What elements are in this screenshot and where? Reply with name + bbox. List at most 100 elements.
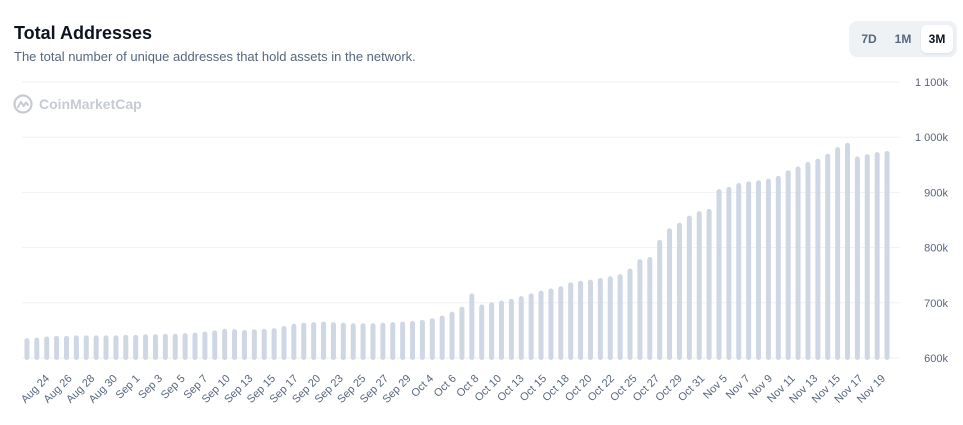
bar[interactable] <box>350 323 356 360</box>
bar[interactable] <box>568 282 574 360</box>
bar[interactable] <box>261 328 267 360</box>
bar-series <box>24 142 890 360</box>
bar[interactable] <box>410 321 416 360</box>
bar[interactable] <box>192 332 198 360</box>
bar[interactable] <box>311 322 317 360</box>
watermark-text: CoinMarketCap <box>39 96 142 112</box>
bar[interactable] <box>854 156 860 360</box>
bar[interactable] <box>825 153 831 360</box>
bar[interactable] <box>143 334 149 360</box>
bar[interactable] <box>103 335 109 360</box>
bar[interactable] <box>340 322 346 360</box>
bar[interactable] <box>835 147 841 360</box>
bar[interactable] <box>271 328 277 360</box>
bar[interactable] <box>400 321 406 360</box>
bar[interactable] <box>222 328 228 360</box>
bar[interactable] <box>706 208 712 360</box>
bar[interactable] <box>548 288 554 360</box>
bar[interactable] <box>162 333 168 360</box>
bar[interactable] <box>113 335 119 360</box>
coinmarketcap-logo-icon <box>13 94 33 114</box>
bar[interactable] <box>864 154 870 360</box>
bar[interactable] <box>469 293 475 360</box>
bar[interactable] <box>281 325 287 360</box>
coinmarketcap-watermark: CoinMarketCap <box>13 93 142 115</box>
range-1m-button[interactable]: 1M <box>894 32 912 46</box>
bar[interactable] <box>637 259 643 360</box>
bar[interactable] <box>627 268 633 360</box>
bar[interactable] <box>489 302 495 360</box>
bar[interactable] <box>686 215 692 360</box>
bar[interactable] <box>172 333 178 360</box>
y-tick-label: 1 100k <box>915 77 949 89</box>
bar[interactable] <box>647 256 653 360</box>
bar[interactable] <box>330 322 336 360</box>
bar[interactable] <box>479 304 485 360</box>
bar[interactable] <box>449 311 455 360</box>
bar[interactable] <box>607 276 613 360</box>
bar[interactable] <box>54 335 60 360</box>
bar[interactable] <box>291 323 297 360</box>
bar[interactable] <box>528 293 534 360</box>
bar[interactable] <box>83 335 89 360</box>
bar[interactable] <box>676 222 682 360</box>
time-range-toggle: 7D 1M 3M <box>849 21 957 57</box>
bar[interactable] <box>597 277 603 360</box>
bar[interactable] <box>24 338 30 360</box>
bar[interactable] <box>360 323 366 360</box>
bar[interactable] <box>736 183 742 360</box>
bar[interactable] <box>301 322 307 360</box>
bar[interactable] <box>508 298 514 360</box>
bar[interactable] <box>667 228 673 360</box>
bar[interactable] <box>518 296 524 360</box>
bar[interactable] <box>321 321 327 360</box>
bar[interactable] <box>459 306 465 360</box>
bar[interactable] <box>558 286 564 360</box>
bar[interactable] <box>63 335 69 360</box>
bar[interactable] <box>775 175 781 360</box>
bar[interactable] <box>152 334 158 360</box>
bar[interactable] <box>370 323 376 360</box>
range-3m-button[interactable]: 3M <box>921 25 953 53</box>
bar[interactable] <box>241 329 247 360</box>
bar[interactable] <box>390 322 396 360</box>
bar[interactable] <box>232 329 238 360</box>
bar[interactable] <box>845 142 851 360</box>
bar[interactable] <box>133 334 139 360</box>
bar[interactable] <box>756 180 762 360</box>
bar[interactable] <box>657 239 663 360</box>
bar[interactable] <box>587 279 593 360</box>
bar[interactable] <box>874 152 880 360</box>
bar[interactable] <box>251 329 257 360</box>
x-tick-label: Nov 7 <box>724 373 753 402</box>
bar[interactable] <box>617 274 623 360</box>
bar[interactable] <box>34 337 40 360</box>
bar[interactable] <box>884 151 890 360</box>
x-tick-label: Oct 6 <box>432 373 459 400</box>
bar[interactable] <box>765 178 771 360</box>
bar[interactable] <box>212 330 218 360</box>
range-7d-button[interactable]: 7D <box>861 32 877 46</box>
bar[interactable] <box>696 211 702 360</box>
bar[interactable] <box>202 331 208 360</box>
y-tick-label: 900k <box>924 187 948 199</box>
bar[interactable] <box>419 319 425 360</box>
bar[interactable] <box>123 334 129 360</box>
bar[interactable] <box>716 189 722 360</box>
bar[interactable] <box>498 300 504 360</box>
bar[interactable] <box>380 322 386 360</box>
bar[interactable] <box>93 335 99 360</box>
bar[interactable] <box>815 158 821 360</box>
bar[interactable] <box>746 181 752 360</box>
bar[interactable] <box>44 336 50 360</box>
bar[interactable] <box>429 318 435 360</box>
bar[interactable] <box>726 186 732 360</box>
bar[interactable] <box>439 315 445 360</box>
bar[interactable] <box>182 333 188 360</box>
bar[interactable] <box>805 162 811 360</box>
bar[interactable] <box>785 170 791 360</box>
bar[interactable] <box>73 335 79 360</box>
bar[interactable] <box>538 290 544 360</box>
bar[interactable] <box>578 280 584 360</box>
bar[interactable] <box>795 166 801 360</box>
